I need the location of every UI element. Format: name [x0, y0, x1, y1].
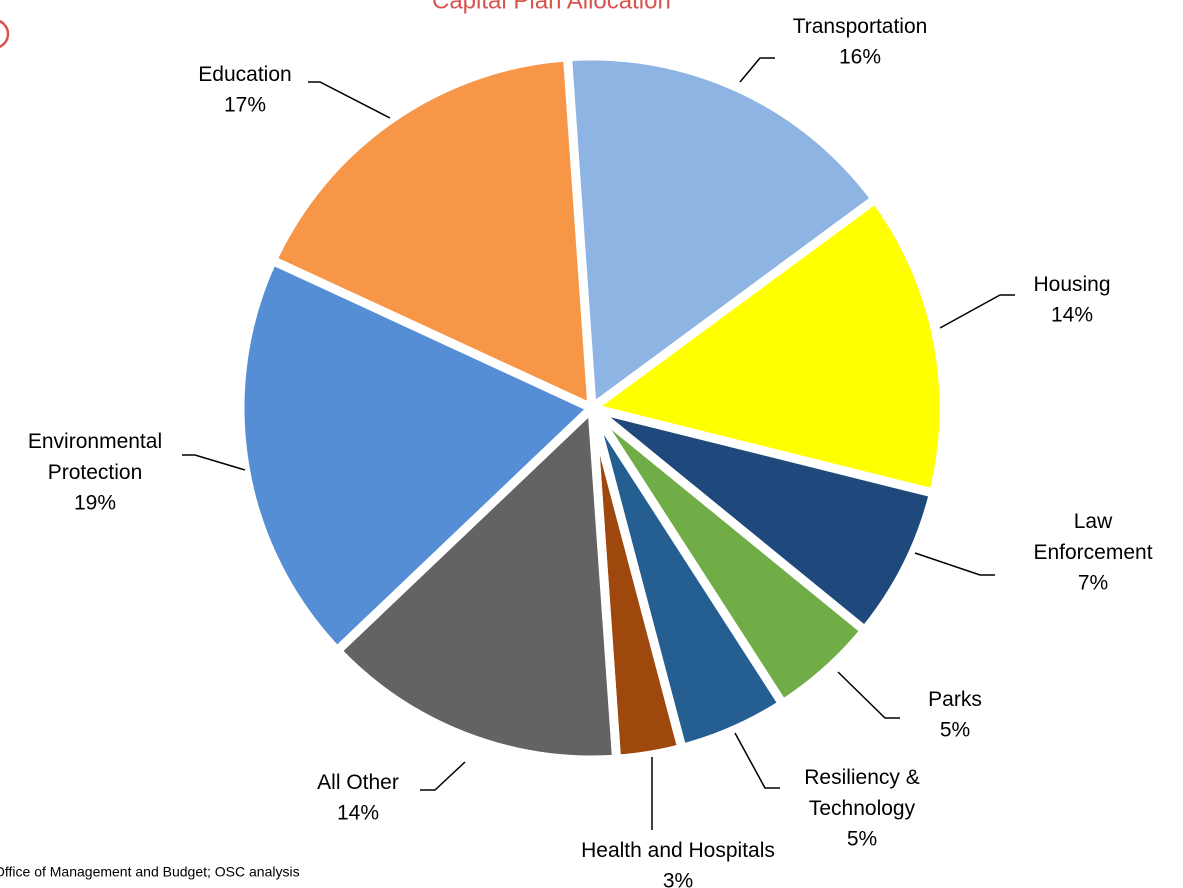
leader-line	[939, 294, 1015, 329]
pie-slice	[587, 403, 939, 635]
slice-value-label: 16%	[839, 46, 881, 69]
leader-line	[308, 81, 391, 119]
leader-line	[420, 761, 466, 791]
slice-label: Housing	[1033, 273, 1110, 296]
source-note: Office of Management and Budget; OSC ana…	[0, 864, 300, 880]
slice-label: All Other	[317, 771, 399, 794]
pie-slice	[332, 403, 622, 765]
slice-label: Law Enforcement	[1033, 510, 1152, 564]
slice-label: Education	[198, 63, 291, 86]
slice-label: Transportation	[793, 15, 928, 38]
leader-line	[914, 552, 995, 576]
leader-line	[739, 57, 775, 83]
slice-value-label: 7%	[1078, 572, 1108, 595]
pie-slice	[587, 194, 949, 498]
slice-value-label: 19%	[74, 492, 116, 515]
chart-title: Capital Plan Allocation	[432, 0, 671, 14]
slice-value-label: 14%	[1051, 304, 1093, 327]
leader-line	[182, 454, 246, 471]
leader-line	[734, 732, 780, 789]
pie-slice	[562, 51, 880, 413]
leader-line	[837, 671, 900, 719]
slice-value-label: 5%	[940, 719, 970, 742]
slice-value-label: 17%	[224, 94, 266, 117]
slice-value-label: 14%	[337, 802, 379, 825]
slice-value-label: 3%	[663, 870, 693, 888]
slice-value-label: 5%	[847, 828, 877, 851]
pie-slice	[267, 52, 597, 413]
decoration	[0, 19, 10, 49]
slice-label: Health and Hospitals	[581, 839, 775, 862]
pie-slice	[235, 255, 597, 656]
slice-label: Parks	[928, 688, 982, 711]
slice-label: Environmental Protection	[28, 430, 162, 484]
slice-label: Resiliency & Technology	[804, 766, 920, 820]
